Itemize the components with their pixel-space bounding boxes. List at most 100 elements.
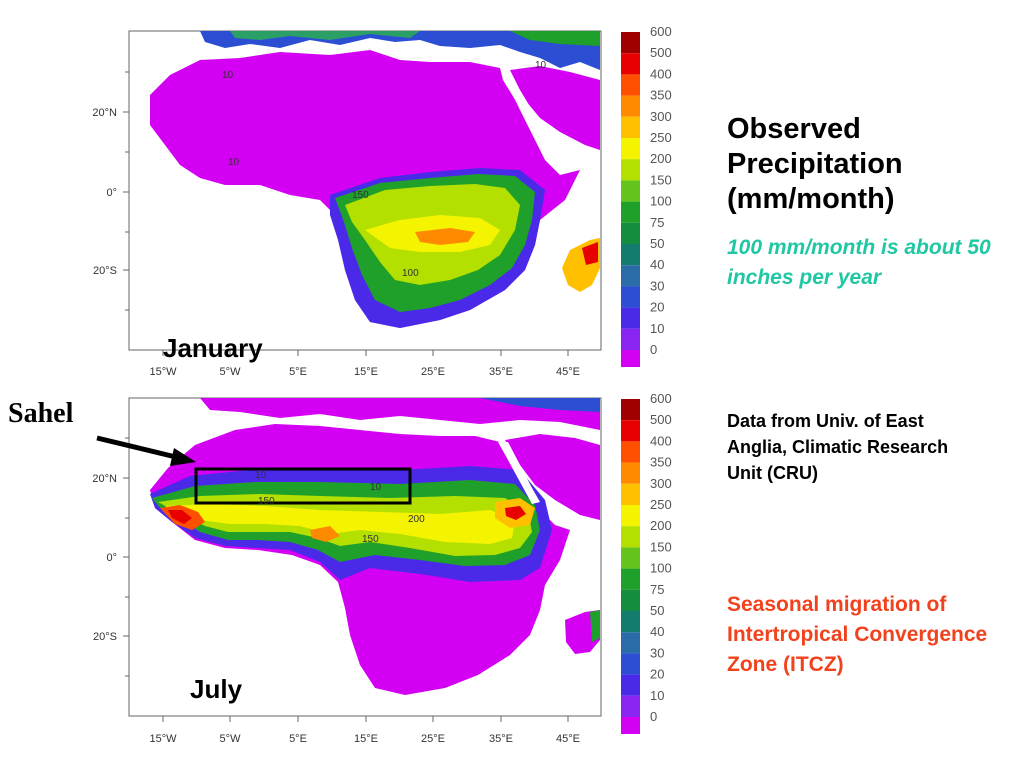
- middle-east-landmass: [505, 434, 600, 520]
- page-title: Observed Precipitation (mm/month): [727, 113, 903, 215]
- legend-level-label: 75: [650, 582, 664, 597]
- legend-level-label: 400: [650, 433, 672, 448]
- legend-swatch: [621, 116, 640, 138]
- x-tick-label: 5°W: [220, 733, 242, 745]
- legend-level-label: 40: [650, 624, 664, 639]
- legend-swatch: [621, 53, 640, 75]
- southern-rain-peak: [415, 228, 475, 245]
- itcz-core-band: [165, 504, 515, 544]
- legend-swatch: [621, 717, 640, 734]
- y-tick-label: 20°N: [92, 107, 117, 119]
- x-tick-label: 35°E: [489, 366, 513, 378]
- y-tick-label: 20°S: [93, 265, 117, 277]
- legend-swatch: [621, 222, 640, 244]
- contour-label: 150: [362, 534, 379, 545]
- x-tick-label: 35°E: [489, 733, 513, 745]
- red-sea: [498, 442, 540, 504]
- legend-swatch: [621, 328, 640, 350]
- legend-level-label: 350: [650, 88, 672, 103]
- legend-swatch: [621, 526, 640, 548]
- legend-swatch: [621, 201, 640, 223]
- legend-swatch: [621, 265, 640, 287]
- legend-level-label: 100: [650, 194, 672, 209]
- legend-swatch: [621, 483, 640, 505]
- legend-level-label: 200: [650, 518, 672, 533]
- europe-landmass: [200, 31, 600, 70]
- legend-swatch: [621, 159, 640, 181]
- legend-level-label: 0: [650, 342, 657, 357]
- legend-swatch: [621, 95, 640, 117]
- itcz-note: Seasonal migration of Intertropical Conv…: [727, 593, 988, 676]
- europe-wet-band-east: [510, 31, 600, 46]
- legend-swatch: [621, 307, 640, 329]
- legend-swatch: [621, 399, 640, 421]
- contour-label: 10: [255, 470, 267, 481]
- x-tick-label: 15°W: [149, 733, 177, 745]
- legend-swatch: [621, 505, 640, 527]
- axis-ticks: [123, 71, 569, 356]
- y-tick-label: 0°: [106, 552, 117, 564]
- january-map: 10 10 10 150 100 20°N 0° 20°S 15°W 5°W 5…: [92, 30, 602, 378]
- x-tick-label: 45°E: [556, 366, 580, 378]
- x-tick-label: 15°E: [354, 733, 378, 745]
- contour-label: 10: [222, 70, 234, 81]
- legend-level-label: 400: [650, 66, 672, 81]
- sahel-label: Sahel: [8, 398, 74, 429]
- legend-swatch: [621, 611, 640, 633]
- legend-level-label: 300: [650, 476, 672, 491]
- legend-swatch: [621, 674, 640, 696]
- ethiopia-core: [505, 506, 526, 520]
- legend-swatch: [621, 589, 640, 611]
- legend-swatch: [621, 138, 640, 160]
- legend-level-label: 10: [650, 688, 664, 703]
- contour-label: 150: [258, 496, 275, 507]
- legend-level-label: 50: [650, 236, 664, 251]
- legend-level-label: 0: [650, 709, 657, 724]
- contour-label: 10: [228, 157, 240, 168]
- legend-swatch: [621, 441, 640, 463]
- legend-swatch: [621, 286, 640, 308]
- y-tick-label: 20°S: [93, 631, 117, 643]
- red-sea: [500, 68, 548, 140]
- legend-swatch: [621, 180, 640, 202]
- legend-swatch: [621, 462, 640, 484]
- europe-wet-band: [230, 31, 420, 40]
- x-tick-label: 15°W: [149, 366, 177, 378]
- europe-wet-band: [480, 398, 600, 412]
- legend-level-label: 250: [650, 130, 672, 145]
- madagascar-wet-coast: [590, 610, 600, 642]
- contour-label: 10: [535, 60, 547, 71]
- legend-level-label: 50: [650, 603, 664, 618]
- legend-swatch: [621, 632, 640, 654]
- x-tick-label: 45°E: [556, 733, 580, 745]
- legend-level-label: 350: [650, 455, 672, 470]
- x-tick-label: 25°E: [421, 366, 445, 378]
- legend-level-label: 200: [650, 151, 672, 166]
- legend-level-label: 250: [650, 497, 672, 512]
- axis-ticks: [123, 437, 569, 722]
- legend-swatch: [621, 244, 640, 266]
- europe-landmass: [200, 398, 600, 430]
- legend-level-label: 150: [650, 539, 672, 554]
- west-coast-core: [168, 510, 192, 524]
- map-month-label: January: [163, 333, 263, 363]
- legend-swatch: [621, 695, 640, 717]
- x-tick-label: 5°E: [289, 733, 307, 745]
- legend-level-label: 40: [650, 257, 664, 272]
- legend-level-label: 30: [650, 278, 664, 293]
- legend-swatch: [621, 350, 640, 367]
- middle-east-landmass: [510, 66, 600, 150]
- data-source-note: Data from Univ. of East Anglia, Climatic…: [727, 411, 949, 483]
- legend-level-label: 500: [650, 412, 672, 427]
- contour-label: 200: [408, 514, 425, 525]
- legend-level-label: 20: [650, 667, 664, 682]
- legend-level-label: 20: [650, 300, 664, 315]
- legend-swatch: [621, 653, 640, 675]
- legend-level-label: 600: [650, 24, 672, 39]
- legend-swatch: [621, 32, 640, 54]
- legend-swatch: [621, 568, 640, 590]
- madagascar-peak: [582, 242, 598, 265]
- legend-level-label: 150: [650, 172, 672, 187]
